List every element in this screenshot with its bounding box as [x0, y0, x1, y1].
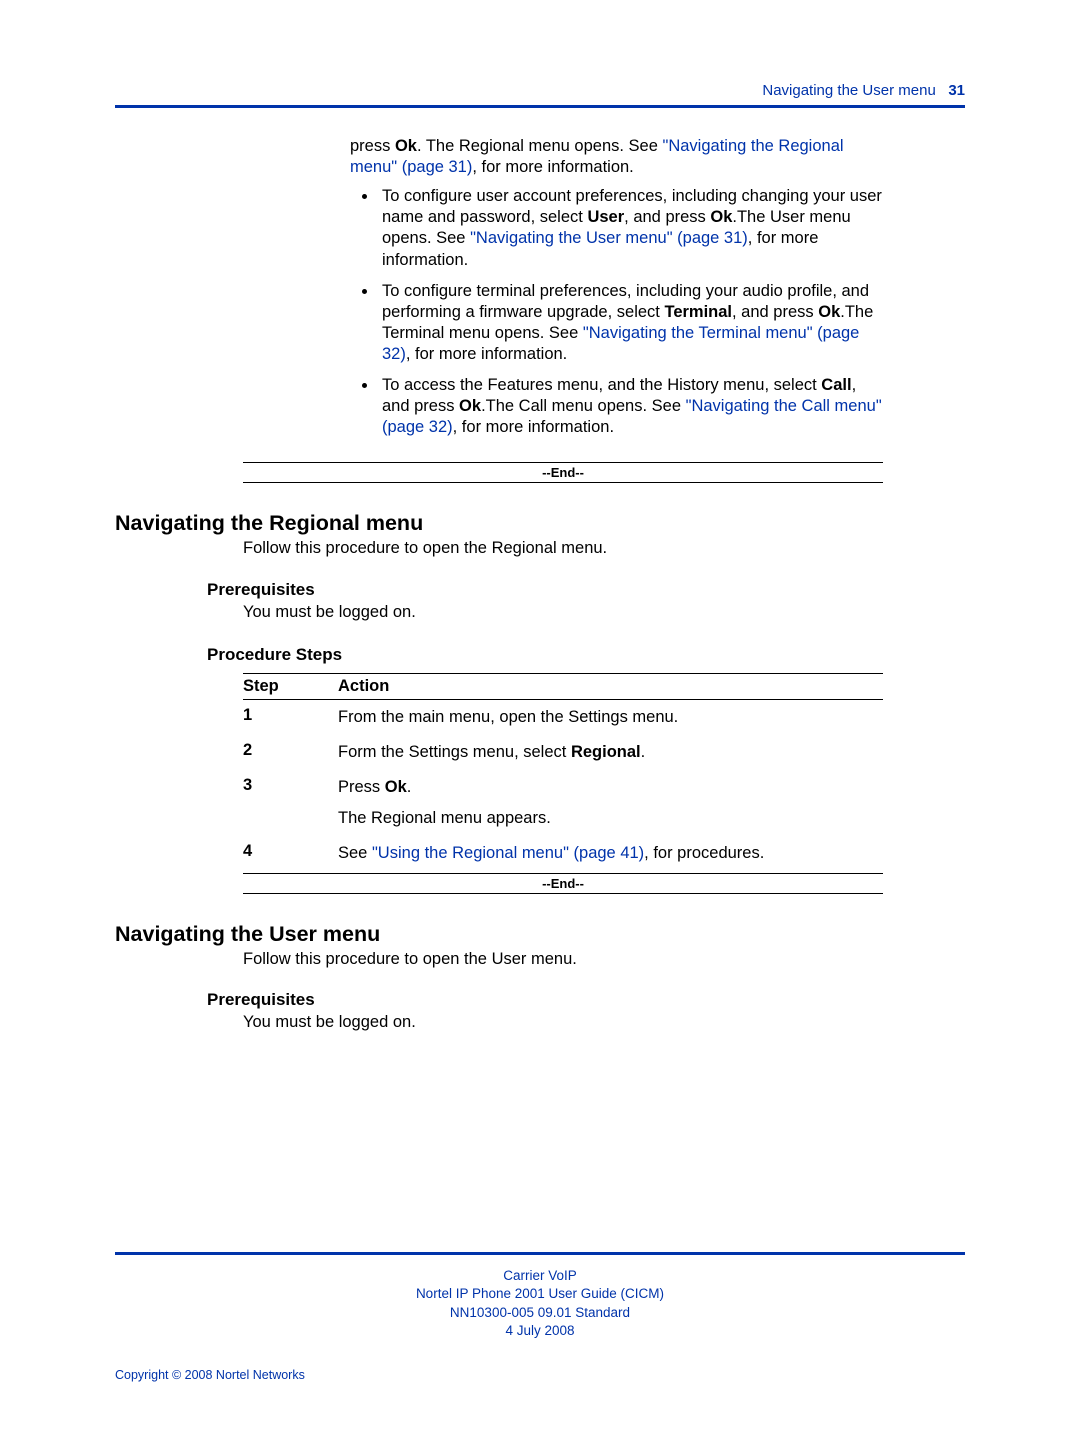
prereq-heading-2: Prerequisites — [207, 990, 965, 1010]
step-extra: The Regional menu appears. — [243, 805, 883, 836]
prereq-heading-1: Prerequisites — [207, 580, 965, 600]
running-title: Navigating the User menu — [762, 82, 935, 99]
running-header: Navigating the User menu 31 — [115, 82, 965, 105]
heading-regional: Navigating the Regional menu — [115, 511, 965, 536]
copyright: Copyright © 2008 Nortel Networks — [115, 1368, 965, 1382]
footer-rule — [115, 1252, 965, 1255]
step-row: 4 See "Using the Regional menu" (page 41… — [243, 836, 883, 871]
end-block-1: --End-- — [243, 462, 883, 483]
col-action: Action — [338, 677, 883, 696]
heading-user: Navigating the User menu — [115, 922, 965, 947]
page: Navigating the User menu 31 press Ok. Th… — [0, 0, 1080, 1440]
prereq-text-2: You must be logged on. — [243, 1012, 965, 1033]
page-number: 31 — [948, 82, 965, 99]
content: press Ok. The Regional menu opens. See "… — [115, 108, 965, 1033]
procsteps-heading: Procedure Steps — [207, 645, 965, 665]
footer-lines: Carrier VoIP Nortel IP Phone 2001 User G… — [115, 1267, 965, 1340]
steps-block: Step Action 1 From the main menu, open t… — [243, 673, 883, 894]
step-row: 3 Press Ok. — [243, 770, 883, 805]
bullet-terminal: To configure terminal preferences, inclu… — [378, 281, 884, 365]
cont-first-para: press Ok. The Regional menu opens. See "… — [350, 136, 884, 178]
step-row: 2 Form the Settings menu, select Regiona… — [243, 735, 883, 770]
footer: Carrier VoIP Nortel IP Phone 2001 User G… — [115, 1252, 965, 1382]
user-intro: Follow this procedure to open the User m… — [243, 949, 965, 970]
steps-header: Step Action — [243, 674, 883, 699]
regional-intro: Follow this procedure to open the Region… — [243, 538, 965, 559]
continuation-block: press Ok. The Regional menu opens. See "… — [350, 136, 884, 438]
step-row: 1 From the main menu, open the Settings … — [243, 700, 883, 735]
end-label: --End-- — [243, 463, 883, 482]
col-step: Step — [243, 677, 338, 696]
bullet-call: To access the Features menu, and the His… — [378, 375, 884, 438]
end-label: --End-- — [243, 874, 883, 893]
cont-bullet-list: To configure user account preferences, i… — [350, 186, 884, 438]
prereq-text-1: You must be logged on. — [243, 602, 965, 623]
bullet-user: To configure user account preferences, i… — [378, 186, 884, 270]
link-user-menu[interactable]: "Navigating the User menu" (page 31) — [470, 229, 748, 247]
link-using-regional[interactable]: "Using the Regional menu" (page 41) — [372, 844, 644, 862]
